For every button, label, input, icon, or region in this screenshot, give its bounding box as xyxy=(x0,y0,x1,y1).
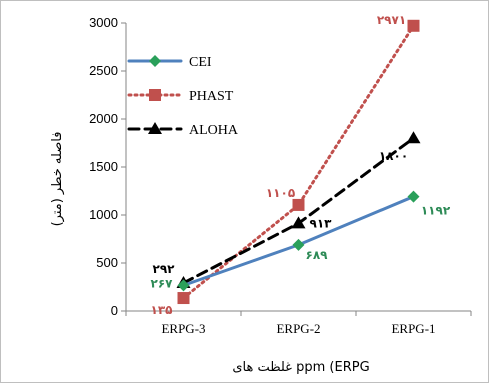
data-label: ۹۱۳ xyxy=(310,216,333,230)
series-marker xyxy=(148,122,162,134)
y-tick-label: 0 xyxy=(111,303,118,318)
axes: 0 500 1000 1500 2000 2500 3000 ERPG-3 ERPG-2 ERPG… xyxy=(89,15,472,336)
series-marker xyxy=(149,89,161,101)
data-label: ۱۸۰۰ xyxy=(379,149,408,163)
data-label: ۱۱۰۵ xyxy=(266,186,295,200)
series-marker xyxy=(292,198,305,211)
series-marker xyxy=(406,131,421,144)
data-label: ۶۸۹ xyxy=(306,248,329,262)
series-marker xyxy=(407,190,420,203)
series-line-phast xyxy=(182,24,415,300)
series-layer xyxy=(176,19,421,305)
legend-label-cei: CEI xyxy=(189,55,212,70)
y-tick-label: 500 xyxy=(96,255,118,270)
series-marker xyxy=(177,279,190,292)
series-marker xyxy=(407,19,420,32)
data-label: ۱۱۹۲ xyxy=(421,204,451,218)
x-axis-title: غلظت های ppm (ERPG xyxy=(232,360,369,375)
y-tick-label: 3000 xyxy=(89,15,118,30)
series-marker xyxy=(291,216,306,229)
legend-label-aloha: ALOHA xyxy=(189,123,239,138)
x-tick-label: ERPG-2 xyxy=(276,321,320,336)
data-label: ۲۹۷۱ xyxy=(377,13,406,27)
data-label: ۲۹۲ xyxy=(153,262,176,276)
x-tick-label: ERPG-1 xyxy=(391,321,435,336)
series-marker xyxy=(149,55,161,67)
y-tick-label: 1500 xyxy=(89,159,118,174)
legend: CEI PHAST ALOHA xyxy=(127,55,239,138)
legend-label-phast: PHAST xyxy=(189,89,234,104)
series-marker xyxy=(292,238,305,251)
y-tick-label: 2500 xyxy=(89,63,118,78)
data-label: ۲۶۷ xyxy=(151,276,174,290)
series-marker xyxy=(177,292,190,305)
data-label: ۱۳۵ xyxy=(151,303,173,317)
y-tick-label: 1000 xyxy=(89,207,118,222)
y-axis-title: فاصله خطر (متر) xyxy=(50,132,65,227)
y-tick-label: 2000 xyxy=(89,111,118,126)
data-labels: ۲۶۷ ۶۸۹ ۱۱۹۲ ۱۳۵ ۱۱۰۵ ۲۹۷۱ ۲۹۲ ۹۱۳ ۱۸۰۰ xyxy=(151,13,451,317)
x-tick-label: ERPG-3 xyxy=(161,321,205,336)
